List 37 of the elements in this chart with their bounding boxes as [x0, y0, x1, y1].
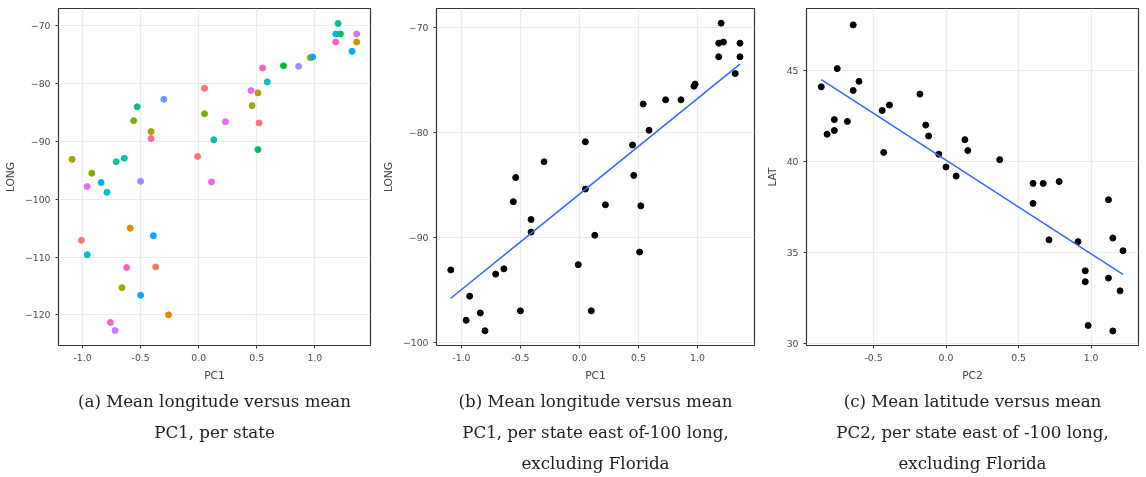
y-tick-label: −90 — [30, 135, 51, 147]
x-tick-label: 0.5 — [1011, 351, 1027, 363]
x-tick-label: 1.0 — [690, 351, 705, 363]
y-tick-label: 30 — [786, 338, 799, 350]
y-axis-title: LONG — [381, 161, 395, 193]
x-axis-title: PC1 — [585, 368, 606, 382]
x-tick-label: -1.0 — [73, 351, 92, 363]
y-tick-label: −80 — [408, 126, 429, 138]
x-tick-label: 0.0 — [938, 351, 954, 363]
y-tick-label: −100 — [402, 336, 429, 348]
y-tick-label: −80 — [30, 78, 51, 90]
y-tick-label: 40 — [786, 156, 799, 168]
x-axis-title: PC2 — [962, 368, 983, 382]
text: (a) Mean longitude versus mean PC1, per state — [77, 391, 352, 442]
x-tick-label: 1.0 — [307, 351, 323, 363]
y-tick-label: 45 — [786, 64, 799, 76]
x-tick-label: -1.0 — [452, 351, 471, 363]
y-tick-label: −100 — [24, 193, 51, 205]
x-tick-label: -0.5 — [511, 351, 530, 363]
text: (b) Mean longitude versus mean PC1, per state east of-100 long, excluding Florida — [458, 391, 733, 473]
x-tick-label: 0.0 — [191, 351, 207, 363]
x-tick-label: 0.0 — [572, 351, 587, 363]
x-tick-label: 0.5 — [631, 351, 646, 363]
y-tick-label: −110 — [24, 251, 51, 263]
y-axis-title: LAT — [765, 166, 779, 187]
y-axis-title: LONG — [3, 161, 17, 193]
y-tick-label: −120 — [24, 309, 51, 321]
y-tick-label: −90 — [408, 231, 429, 243]
y-tick-label: −70 — [30, 20, 51, 32]
y-tick-label: 35 — [786, 247, 799, 259]
x-tick-label: 1.0 — [1083, 351, 1099, 363]
x-tick-label: 0.5 — [249, 351, 265, 363]
x-tick-label: -0.5 — [131, 351, 150, 363]
y-tick-label: −70 — [408, 21, 429, 33]
x-tick-label: -0.5 — [864, 351, 883, 363]
x-axis-title: PC1 — [204, 368, 225, 382]
text: (c) Mean latitude versus mean PC2, per state east of -100 long, excluding Florida — [836, 391, 1109, 473]
